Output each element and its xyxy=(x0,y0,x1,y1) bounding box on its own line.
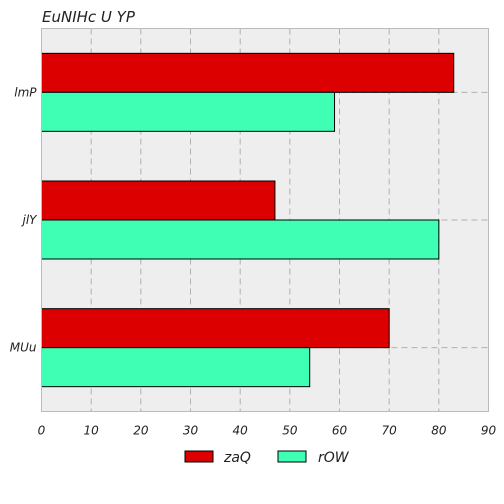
x-tick-label: 20 xyxy=(133,424,149,438)
y-axis-tick-labels: lmP jlY MUu xyxy=(10,85,38,354)
x-tick-label: 40 xyxy=(233,424,249,438)
legend-label-zaQ: zaQ xyxy=(223,450,251,466)
bar-zaQ-lmP xyxy=(41,52,455,93)
bar-zaQ-MUu xyxy=(41,308,390,349)
legend: zaQ rOW xyxy=(184,450,350,466)
x-tick-label: 80 xyxy=(431,424,447,438)
bar-rOW-MUu xyxy=(41,347,311,388)
x-tick-label: 60 xyxy=(332,424,348,438)
bar-rOW-jlY xyxy=(41,219,440,260)
legend-swatch-zaQ xyxy=(184,450,214,463)
legend-label-rOW: rOW xyxy=(318,450,350,466)
y-tick-label: jlY xyxy=(21,213,39,227)
x-tick-label: 30 xyxy=(183,424,199,438)
y-tick-label: MUu xyxy=(10,341,37,355)
plot-frame xyxy=(41,28,489,412)
x-tick-label: 0 xyxy=(38,424,46,438)
chart-title: EuNIHc U YP xyxy=(42,8,136,26)
y-tick-label: lmP xyxy=(14,85,37,99)
bars-group xyxy=(41,52,455,388)
x-tick-label: 90 xyxy=(481,424,497,438)
x-tick-label: 50 xyxy=(282,424,298,438)
bar-rOW-lmP xyxy=(41,91,336,132)
x-tick-label: 70 xyxy=(382,424,398,438)
x-axis-tick-labels: 0 10 20 30 40 50 60 70 80 90 xyxy=(38,424,497,438)
x-tick-label: 10 xyxy=(84,424,100,438)
bar-zaQ-jlY xyxy=(41,180,276,221)
legend-swatch-rOW xyxy=(277,450,307,463)
